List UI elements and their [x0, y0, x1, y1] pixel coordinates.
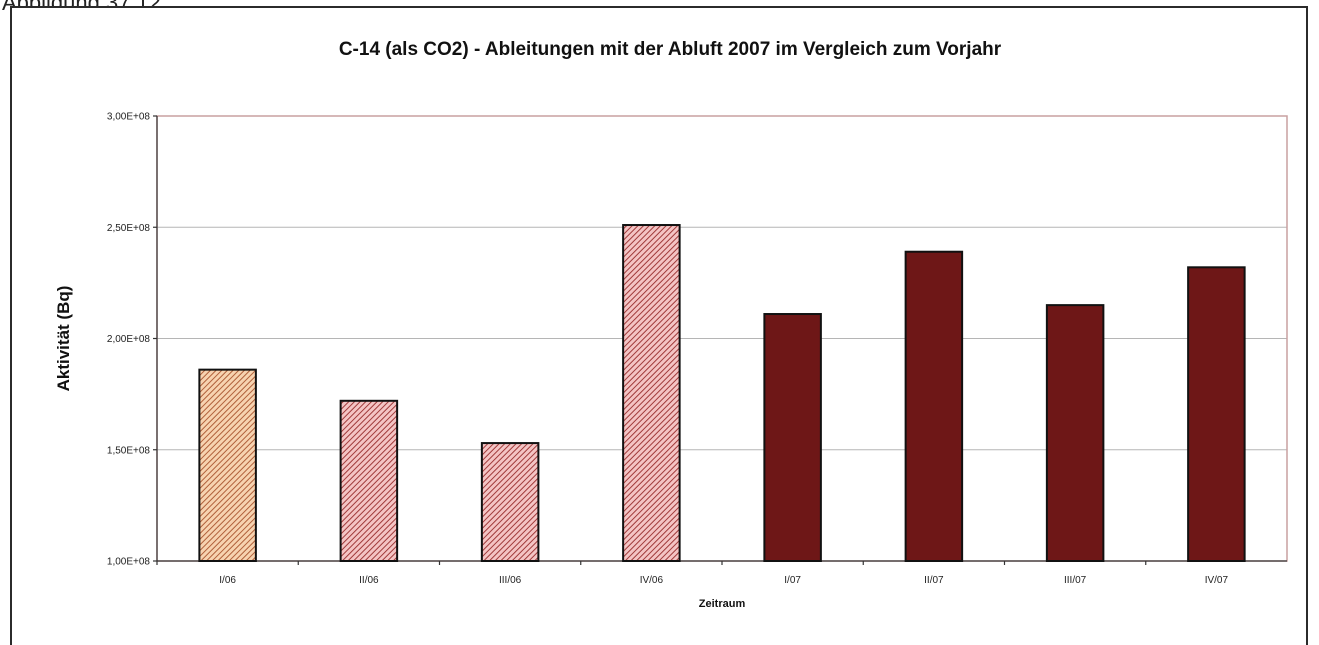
- y-tick-label: 1,50E+08: [107, 445, 151, 456]
- x-tick-label: IV/06: [640, 575, 664, 586]
- x-tick-label: I/06: [219, 575, 236, 586]
- bar-iii-06: [480, 442, 540, 563]
- bar-chart: C-14 (als CO2) - Ableitungen mit der Abl…: [54, 39, 1288, 610]
- bar-i-07: [763, 313, 822, 562]
- y-axis-label: Aktivität (Bq): [54, 286, 73, 392]
- bar-iii-07: [1045, 304, 1105, 562]
- x-tick-label: IV/07: [1205, 575, 1229, 586]
- bars: [198, 224, 1246, 563]
- bar-iv-06: [622, 224, 681, 562]
- y-tick-label: 2,50E+08: [107, 223, 151, 234]
- y-axis-ticks: 1,00E+08 1,50E+08 2,00E+08 2,50E+08 3,00E+08: [107, 112, 1287, 568]
- y-tick-label: 2,00E+08: [107, 334, 151, 345]
- grid-lines: [157, 226, 1287, 451]
- x-tick-label: III/06: [499, 575, 522, 586]
- chart-frame: C-14 (als CO2) - Ableitungen mit der Abl…: [10, 6, 1308, 645]
- bar-ii-06: [339, 399, 399, 562]
- bar-ii-07: [904, 250, 964, 562]
- x-tick-label: II/07: [924, 575, 944, 586]
- x-axis-ticks: I/06 II/06 III/06 IV/06 I/07 II/07 III/07 IV/07: [156, 561, 1229, 586]
- x-axis-label: Zeitraum: [699, 598, 746, 610]
- x-tick-label: I/07: [784, 575, 801, 586]
- y-tick-label: 3,00E+08: [107, 112, 151, 123]
- bar-iv-07: [1187, 266, 1246, 562]
- x-tick-label: III/07: [1064, 575, 1087, 586]
- y-tick-label: 1,00E+08: [107, 557, 151, 568]
- bar-i-06: [198, 368, 257, 562]
- chart-title: C-14 (als CO2) - Ableitungen mit der Abl…: [339, 39, 1002, 60]
- x-tick-label: II/06: [359, 575, 379, 586]
